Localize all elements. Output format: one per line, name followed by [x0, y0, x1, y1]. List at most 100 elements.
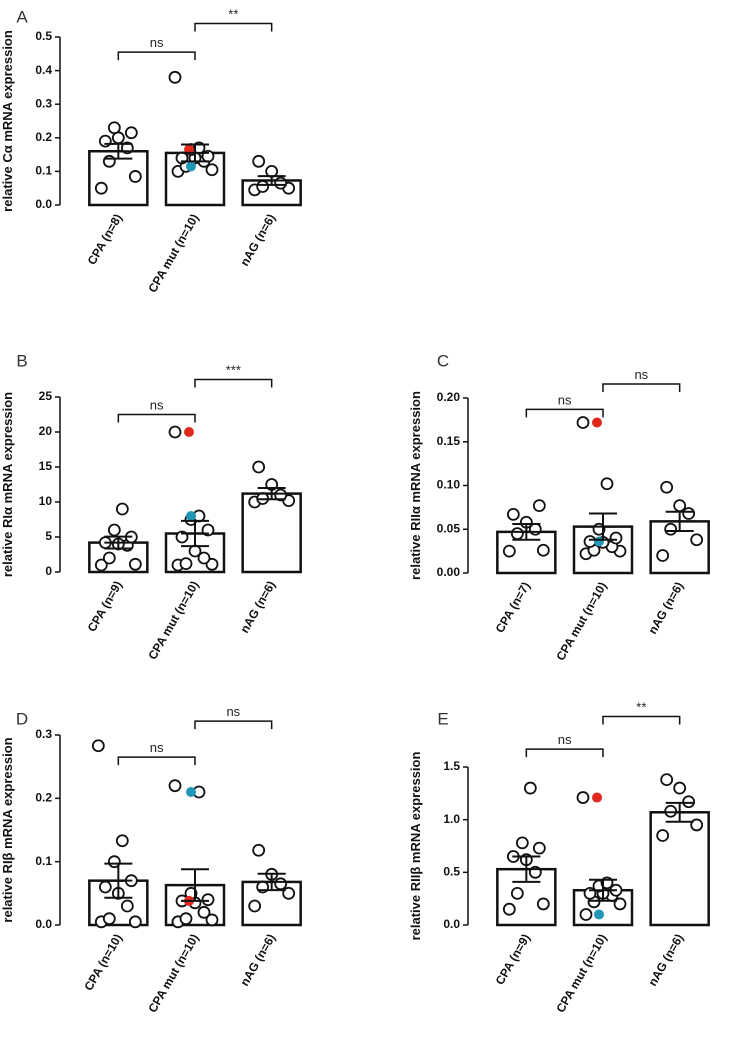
- data-point: [656, 549, 670, 562]
- data-point: [102, 912, 116, 926]
- significance-bracket: [602, 383, 681, 392]
- highlight-point-red: [184, 427, 194, 437]
- data-point: [536, 897, 550, 911]
- data-point: [128, 915, 142, 929]
- y-tick-label: 15: [39, 459, 53, 473]
- panel-letter: E: [437, 709, 448, 728]
- category-label: nAG (n=6): [237, 579, 278, 636]
- data-point: [576, 791, 590, 804]
- data-point: [274, 488, 288, 502]
- category-label: nAG (n=6): [237, 212, 278, 269]
- data-point: [120, 899, 134, 913]
- panel-b: B 0 5 10 15 20 25 relative RIα mRNA expression C…: [0, 351, 302, 662]
- data-point: [682, 507, 696, 520]
- significance-label-not-significant: ns: [634, 367, 648, 382]
- y-tick-label: 5: [45, 529, 52, 543]
- data-point: [256, 180, 270, 193]
- data-point: [579, 908, 593, 921]
- y-axis-title: relative Cα mRNA expression: [0, 30, 15, 212]
- data-point: [205, 913, 219, 927]
- data-point: [252, 843, 266, 857]
- significance-bracket: [194, 720, 273, 730]
- data-point: [502, 544, 516, 558]
- significance-label-not-significant: ns: [150, 740, 164, 755]
- data-point: [682, 795, 696, 809]
- data-point: [583, 535, 597, 548]
- y-tick-label: 0.00: [437, 565, 461, 579]
- y-tick-label: 0.5: [35, 29, 52, 43]
- data-point: [128, 557, 142, 571]
- data-point: [102, 551, 116, 565]
- highlight-point-blue: [186, 161, 196, 172]
- data-point: [510, 527, 524, 541]
- data-point: [536, 543, 550, 557]
- panel-letter: C: [437, 351, 449, 370]
- data-point: [94, 181, 108, 195]
- data-point: [282, 886, 296, 900]
- data-point: [690, 818, 704, 832]
- data-point: [115, 834, 129, 848]
- highlight-point-red: [592, 417, 602, 428]
- significance-bracket: [117, 51, 196, 61]
- data-point: [201, 893, 215, 907]
- data-point: [656, 829, 670, 842]
- data-point: [179, 557, 193, 570]
- data-point: [128, 170, 142, 183]
- significance-label-not-significant: ns: [558, 392, 572, 407]
- y-tick-label: 0: [45, 564, 52, 578]
- panel-c: C 0.00 0.05 0.10 0.15 0.20 relative RIIα mRNA …: [408, 351, 710, 663]
- data-point: [664, 804, 678, 818]
- data-point: [168, 779, 182, 793]
- data-point: [274, 176, 288, 190]
- data-point: [532, 841, 546, 855]
- category-label: nAG (n=6): [645, 580, 686, 637]
- category-label: CPA mut (n=10): [145, 931, 201, 1015]
- highlight-point-blue: [594, 909, 604, 920]
- data-point: [179, 912, 193, 926]
- data-point: [91, 739, 105, 753]
- y-axis-title: relative RIα mRNA expression: [0, 392, 15, 577]
- significance-bracket: [525, 408, 604, 418]
- highlight-point-blue: [186, 787, 196, 797]
- data-point: [576, 416, 590, 429]
- y-tick-label: 0.2: [35, 791, 52, 805]
- data-point: [673, 499, 687, 513]
- data-point: [107, 523, 121, 537]
- category-label: CPA mut (n=10): [145, 211, 201, 295]
- data-point: [660, 773, 674, 787]
- significance-bracket: [602, 715, 681, 725]
- panel-e: E 0.0 0.5 1.0 1.5 relative RIIβ mRNA expressi…: [408, 699, 710, 1015]
- data-point: [660, 480, 674, 494]
- y-tick-label: 25: [39, 389, 53, 403]
- y-tick-label: 0.0: [35, 917, 52, 931]
- category-label: nAG (n=6): [645, 932, 686, 989]
- data-point: [523, 781, 537, 795]
- significance-label-not-significant: ns: [226, 704, 240, 719]
- data-point: [673, 781, 687, 795]
- data-point: [98, 880, 112, 894]
- y-tick-label: 0.0: [35, 197, 52, 211]
- category-label: CPA mut (n=10): [553, 579, 609, 663]
- panel-letter: D: [16, 709, 28, 728]
- y-tick-label: 1.0: [443, 812, 460, 826]
- category-label: CPA mut (n=10): [145, 578, 201, 662]
- data-point: [102, 154, 116, 168]
- data-point: [510, 887, 524, 900]
- data-point: [98, 134, 112, 148]
- y-tick-label: 0.3: [35, 727, 52, 741]
- data-point: [252, 460, 266, 474]
- significance-label-not-significant: ns: [150, 398, 164, 413]
- significance-bracket: [525, 748, 604, 758]
- category-label: CPA (n=9): [85, 579, 125, 635]
- y-tick-label: 20: [39, 424, 53, 438]
- data-point: [205, 163, 219, 177]
- data-point: [613, 897, 627, 911]
- significance-label-two-star: **: [228, 7, 238, 22]
- data-point: [664, 522, 678, 536]
- category-label: CPA (n=7): [493, 580, 533, 636]
- data-point: [94, 558, 108, 572]
- category-label: CPA (n=9): [493, 932, 533, 988]
- category-label: CPA (n=8): [85, 212, 125, 268]
- y-tick-label: 10: [39, 494, 53, 508]
- data-point: [502, 902, 516, 916]
